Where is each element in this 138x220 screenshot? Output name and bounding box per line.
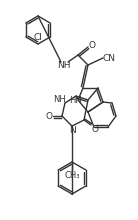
Text: NH: NH [54,95,66,103]
Text: O: O [91,125,99,134]
Text: CH₃: CH₃ [64,170,80,180]
Text: O: O [88,40,95,50]
Text: Cl: Cl [34,33,43,42]
Text: O: O [46,112,52,121]
Text: NH: NH [57,61,71,70]
Text: N: N [69,125,75,134]
Text: HN: HN [69,95,81,104]
Text: CN: CN [103,53,116,62]
